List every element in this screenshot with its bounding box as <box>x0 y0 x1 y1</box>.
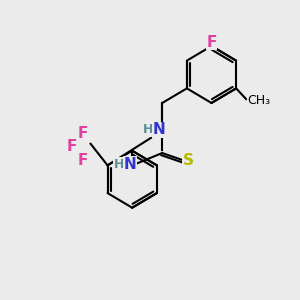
Text: N: N <box>124 157 136 172</box>
Text: F: F <box>78 125 88 140</box>
Text: F: F <box>206 35 217 50</box>
Text: N: N <box>153 122 166 137</box>
Text: F: F <box>67 140 77 154</box>
Text: CH₃: CH₃ <box>248 94 271 107</box>
Text: H: H <box>143 123 154 136</box>
Text: S: S <box>183 153 194 168</box>
Text: F: F <box>78 153 88 168</box>
Text: H: H <box>114 158 124 171</box>
